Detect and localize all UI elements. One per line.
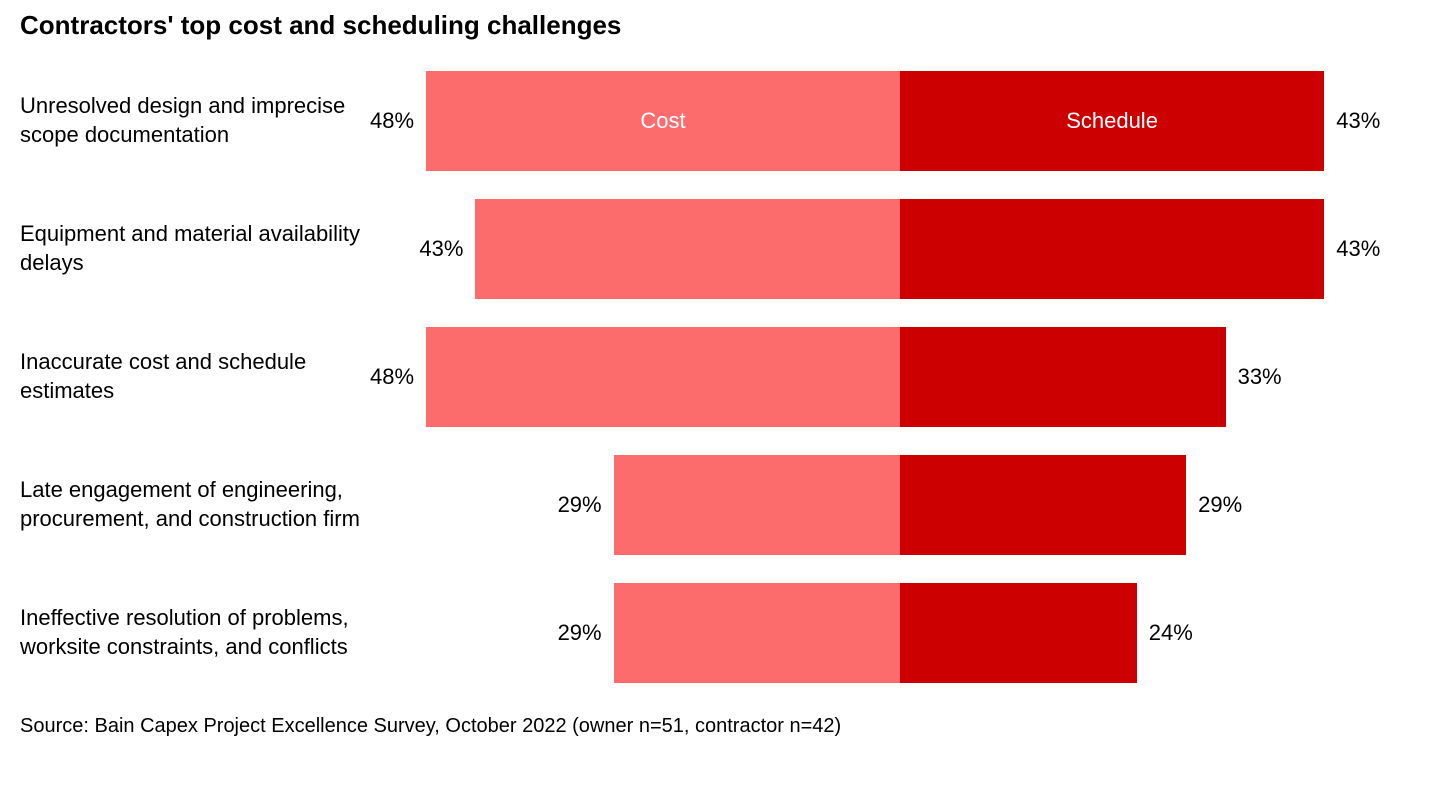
value-schedule: 33% (1238, 364, 1282, 390)
row-bars: 48%33% (390, 327, 1420, 427)
bar-schedule: Schedule (900, 71, 1324, 171)
bar-cost: Cost (426, 71, 900, 171)
chart-row: Late engagement of engineering, procurem… (20, 455, 1420, 555)
row-category-label: Inaccurate cost and schedule estimates (20, 348, 390, 405)
value-schedule: 43% (1336, 108, 1380, 134)
row-category-label: Unresolved design and imprecise scope do… (20, 92, 390, 149)
bar-schedule (900, 455, 1186, 555)
value-cost: 43% (419, 236, 463, 262)
chart-title: Contractors' top cost and scheduling cha… (20, 10, 1420, 41)
bar-cost (475, 199, 899, 299)
row-bars: 43% 43% (390, 199, 1420, 299)
series-label-cost: Cost (640, 108, 685, 134)
row-category-label: Late engagement of engineering, procurem… (20, 476, 390, 533)
row-bars: 29% 29% (390, 455, 1420, 555)
value-cost: 29% (558, 620, 602, 646)
source-note: Source: Bain Capex Project Excellence Su… (20, 715, 1420, 738)
value-cost: 29% (558, 492, 602, 518)
row-category-label: Equipment and material availability dela… (20, 220, 390, 277)
row-bars: 29% 24% (390, 583, 1420, 683)
value-schedule: 43% (1336, 236, 1380, 262)
chart-row: Unresolved design and imprecise scope do… (20, 71, 1420, 171)
chart-row: Equipment and material availability dela… (20, 199, 1420, 299)
diverging-bar-chart: Unresolved design and imprecise scope do… (20, 71, 1420, 683)
value-cost: 48% (370, 108, 414, 134)
value-cost: 48% (370, 364, 414, 390)
chart-row: Ineffective resolution of problems, work… (20, 583, 1420, 683)
bar-schedule (900, 199, 1324, 299)
bar-cost (426, 327, 900, 427)
value-schedule: 24% (1149, 620, 1193, 646)
bar-cost (614, 455, 900, 555)
series-label-schedule: Schedule (1066, 108, 1158, 134)
chart-row: Inaccurate cost and schedule estimates48… (20, 327, 1420, 427)
value-schedule: 29% (1198, 492, 1242, 518)
bar-schedule (900, 327, 1226, 427)
bar-schedule (900, 583, 1137, 683)
row-category-label: Ineffective resolution of problems, work… (20, 604, 390, 661)
bar-cost (614, 583, 900, 683)
row-bars: CostSchedule48%43% (390, 71, 1420, 171)
